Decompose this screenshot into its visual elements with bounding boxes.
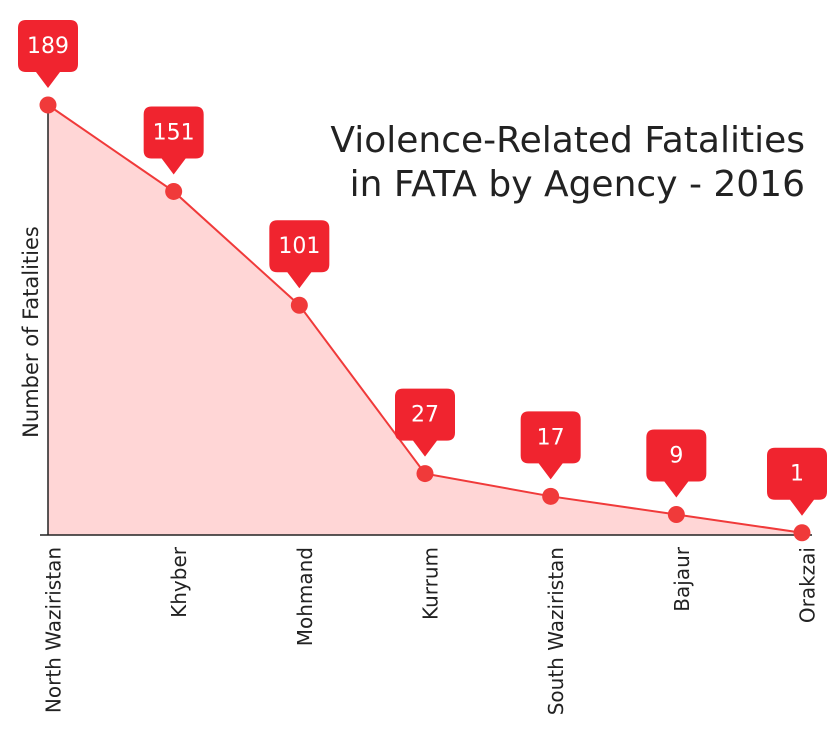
chart-title: Violence-Related Fatalities (330, 120, 805, 161)
y-axis-label: Number of Fatalities (19, 226, 43, 438)
x-tick-label: North Waziristan (42, 547, 66, 713)
marker (542, 487, 560, 505)
marker (416, 465, 434, 483)
marker (667, 506, 685, 524)
callout (143, 106, 204, 175)
data-label: 151 (153, 120, 195, 145)
data-label: 1 (790, 462, 804, 487)
callout (18, 20, 78, 88)
data-label: 9 (669, 444, 683, 469)
x-tick-label: Kurrum (419, 547, 443, 620)
chart-title: in FATA by Agency - 2016 (350, 164, 805, 205)
data-label: 189 (27, 34, 69, 59)
marker (39, 96, 57, 114)
data-label: 17 (537, 425, 565, 450)
data-label: 27 (411, 403, 439, 428)
marker (290, 296, 308, 314)
callout (395, 388, 455, 457)
marker (165, 182, 183, 200)
x-tick-label: Bajaur (670, 546, 694, 611)
callout (646, 429, 707, 498)
x-tick-label: Mohmand (293, 547, 317, 646)
data-label: 101 (278, 234, 320, 259)
marker (793, 524, 811, 542)
x-tick-label: South Waziristan (544, 547, 568, 715)
x-tick-label: Khyber (167, 546, 191, 618)
callout (269, 220, 330, 289)
area-fill (48, 105, 802, 535)
callout (767, 447, 827, 516)
callout (520, 411, 581, 480)
x-tick-label: Orakzai (796, 547, 820, 623)
